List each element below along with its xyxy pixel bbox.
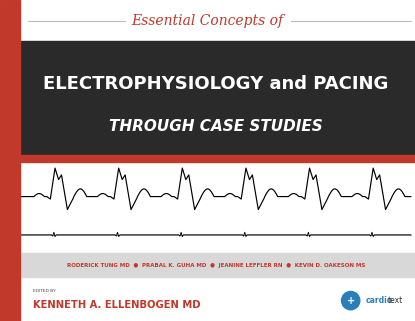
Bar [0,155,415,162]
Bar [0,0,20,321]
Text: THROUGH CASE STUDIES: THROUGH CASE STUDIES [109,119,323,134]
Text: ELECTROPHYSIOLOGY and PACING: ELECTROPHYSIOLOGY and PACING [43,75,388,93]
Text: EDITED BY: EDITED BY [33,289,56,293]
Text: +: + [347,296,355,306]
Bar [0,162,415,253]
Text: RODERICK TUNG MD  ●  PRABAL K. GUHA MD  ●  JEANINE LEFFLER RN  ●  KEVIN D. OAKES: RODERICK TUNG MD ● PRABAL K. GUHA MD ● J… [67,263,365,267]
Ellipse shape [342,291,360,310]
Bar [0,41,415,155]
Text: cardio: cardio [365,296,392,305]
Text: KENNETH A. ELLENBOGEN MD: KENNETH A. ELLENBOGEN MD [33,300,201,310]
Bar [0,253,415,277]
Text: Essential Concepts of: Essential Concepts of [132,13,283,28]
Text: text: text [388,296,403,305]
